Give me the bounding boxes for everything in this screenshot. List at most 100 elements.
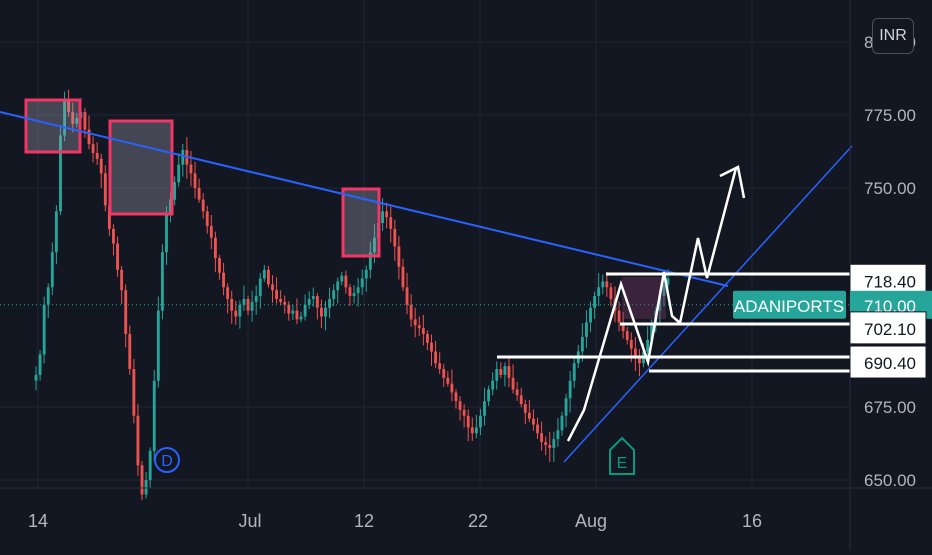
candle-body: [503, 366, 507, 375]
candle-body: [450, 383, 454, 393]
candle-body: [552, 439, 556, 448]
candle-body: [266, 269, 270, 285]
candle-body: [271, 284, 274, 291]
candle-body: [499, 369, 503, 375]
candle-body: [197, 188, 201, 200]
candle-body: [42, 304, 46, 355]
last-price-label: 710.00: [864, 297, 916, 316]
candle-body: [597, 287, 601, 297]
candle-body: [483, 401, 486, 416]
candle-body: [160, 252, 164, 311]
price-level-label: 702.10: [864, 320, 916, 339]
candle-body: [67, 100, 71, 113]
highlight-box: [108, 119, 174, 216]
x-tick-label: Jul: [238, 511, 261, 531]
candle-body: [230, 298, 234, 311]
candle-body: [242, 298, 246, 305]
candle-body: [568, 380, 572, 399]
candle-body: [91, 144, 95, 153]
candle-body: [193, 173, 197, 188]
candle-body: [38, 354, 42, 375]
candle-body: [213, 237, 217, 259]
grid: [0, 0, 850, 488]
candle-body: [413, 319, 417, 326]
candle-body: [319, 307, 323, 317]
candle-body: [324, 307, 327, 317]
x-tick-label: 14: [28, 511, 48, 531]
candle-body: [299, 316, 303, 320]
candle-body: [507, 366, 511, 378]
x-tick-label: 16: [742, 511, 762, 531]
candle-body: [50, 252, 54, 288]
candle-body: [466, 415, 470, 428]
candle-body: [560, 415, 564, 431]
candle-body: [544, 442, 548, 445]
candle-body: [303, 304, 307, 317]
candle-body: [605, 281, 609, 288]
candle-body: [401, 266, 405, 288]
candle-body: [389, 217, 393, 229]
candle-body: [128, 334, 132, 370]
candle-body: [662, 284, 666, 297]
candle-body: [397, 246, 401, 267]
currency-badge[interactable]: INR: [872, 18, 914, 54]
candle-body: [283, 301, 287, 305]
projection-arrow-head: [719, 165, 746, 199]
candle-body: [470, 427, 474, 434]
price-level-label: 718.40: [864, 272, 916, 291]
candle-body: [144, 480, 148, 495]
candle-body: [438, 363, 442, 370]
candle-body: [556, 430, 560, 440]
candle-body: [593, 296, 597, 308]
candle-body: [491, 380, 495, 390]
candle-body: [548, 444, 552, 448]
candle-body: [116, 243, 119, 270]
candle-body: [120, 269, 124, 291]
candle-body: [434, 351, 438, 364]
candle-body: [536, 424, 539, 434]
candle-body: [234, 310, 238, 317]
candle-body: [54, 211, 58, 253]
candle-body: [430, 342, 433, 352]
candle-body: [95, 152, 99, 159]
price-level-box: [849, 345, 927, 379]
candle-body: [646, 339, 650, 352]
candle-body: [254, 296, 258, 302]
candle-body: [381, 211, 385, 224]
resistance-trendline: [0, 111, 729, 287]
candle-body: [250, 301, 254, 311]
candle-body: [87, 129, 91, 145]
candle-body: [585, 322, 588, 337]
candle-body: [454, 392, 458, 402]
candle-body: [629, 339, 633, 349]
marker-d: [154, 447, 180, 473]
candle-body: [173, 182, 177, 200]
candle-body: [442, 369, 446, 378]
candle-body: [462, 409, 466, 416]
candle-body: [311, 296, 315, 299]
candle-body: [132, 369, 136, 416]
candle-body: [617, 310, 621, 323]
projection-path: [566, 167, 738, 442]
candle-body: [275, 290, 278, 299]
highlight-box: [24, 98, 82, 154]
candle-body: [609, 287, 613, 299]
candle-body: [446, 377, 450, 384]
marker-e: [609, 436, 635, 475]
candle-body: [580, 336, 584, 352]
candle-body: [140, 465, 144, 495]
candle-body: [107, 205, 111, 229]
candle-body: [226, 287, 230, 299]
candle-body: [572, 363, 576, 381]
candle-body: [156, 310, 160, 381]
candle-body: [152, 380, 156, 451]
candle-body: [540, 433, 544, 443]
symbol-tag-label: ADANIPORTS: [734, 297, 844, 316]
x-tick-label: Aug: [575, 511, 607, 531]
candle-body: [368, 252, 372, 270]
candle-body: [189, 164, 193, 174]
candle-body: [426, 334, 429, 343]
candle-body: [344, 275, 348, 288]
